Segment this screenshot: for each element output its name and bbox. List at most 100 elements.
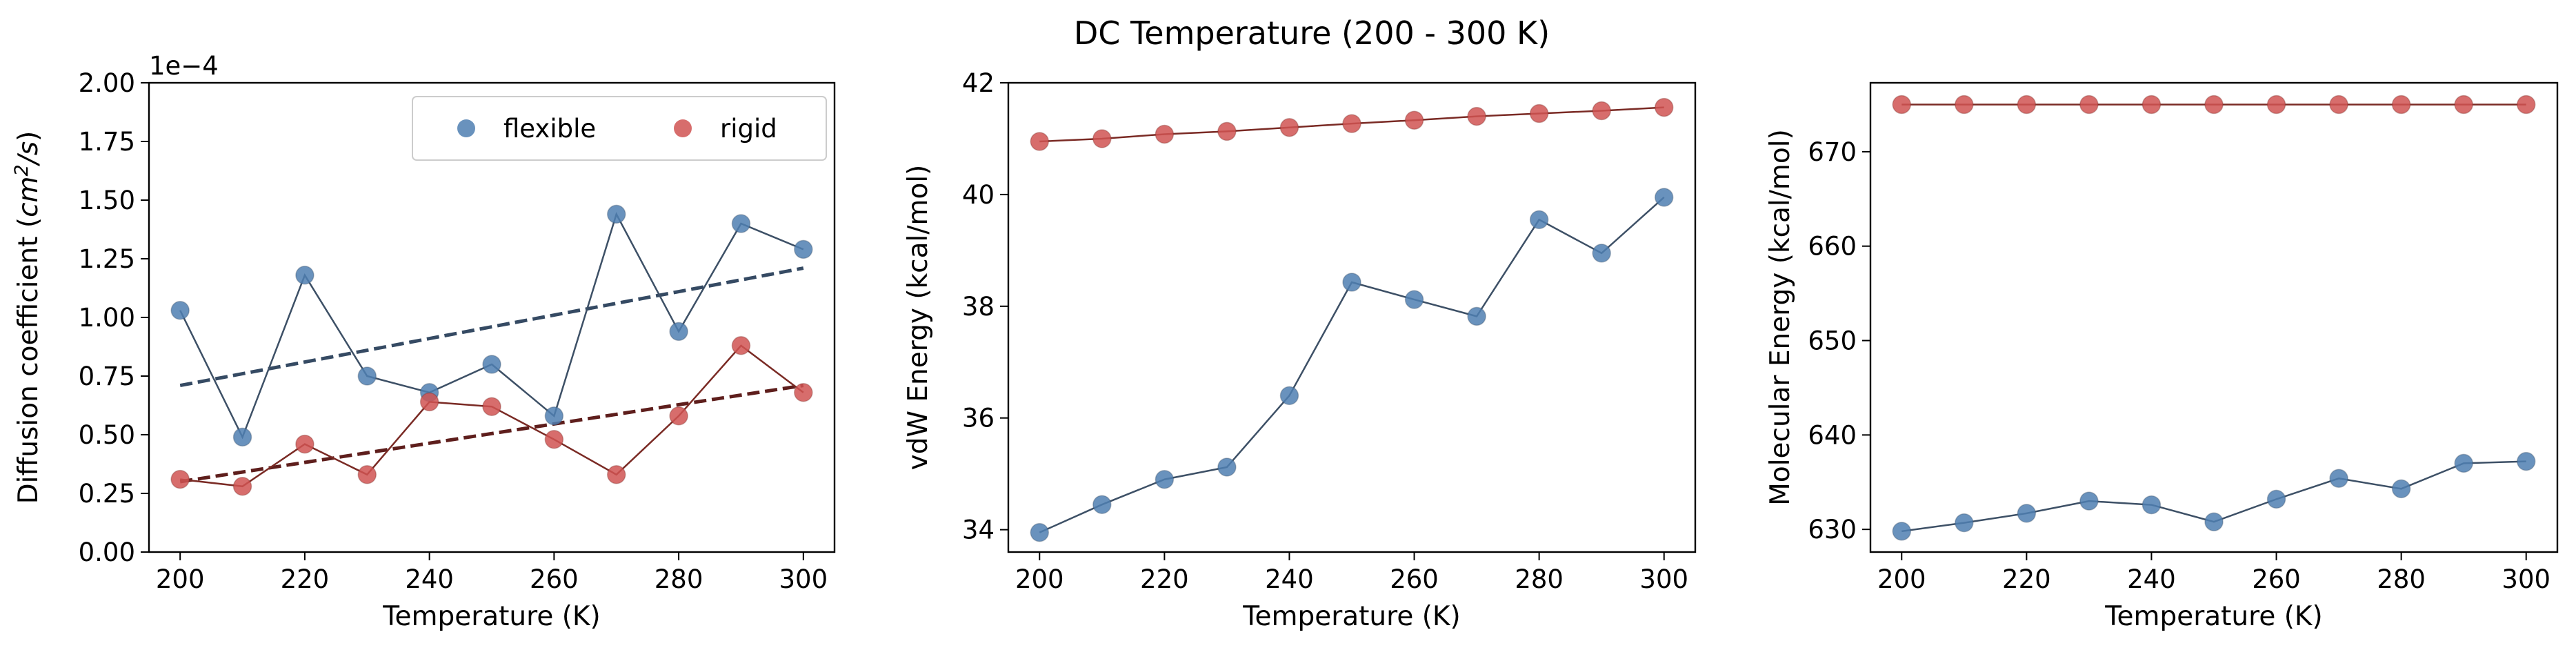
data-point xyxy=(2141,95,2161,115)
chart-panel-2: 200 220 240 260 280 300 34 36 38 40 42 Temperature … xyxy=(903,68,1697,632)
data-point xyxy=(170,301,190,320)
y-tick-label: 670 xyxy=(1808,137,1857,167)
data-point xyxy=(2017,95,2037,115)
data-point xyxy=(295,266,314,285)
legend-marker-flexible xyxy=(457,119,475,137)
figure-title: DC Temperature (200 - 300 K) xyxy=(1074,14,1550,52)
x-axis-label: Temperature (K) xyxy=(2104,601,2322,632)
data-point xyxy=(2141,495,2161,515)
data-point xyxy=(1342,273,1361,292)
y-tick-label: 0.00 xyxy=(79,538,135,567)
data-point xyxy=(1955,513,1974,533)
data-point xyxy=(1467,306,1486,326)
data-point xyxy=(669,406,688,426)
data-point xyxy=(1030,522,1050,542)
chart-panels: 200 220 240 260 280 300 0.00 0.25 0.50 0.75 1.00 1.… xyxy=(11,51,2559,632)
x-tick-label: 260 xyxy=(2252,564,2301,594)
trend-line-flexible xyxy=(179,266,804,388)
plot-frame xyxy=(1869,81,2559,553)
data-point xyxy=(482,355,501,374)
data-point xyxy=(357,465,377,484)
y-tick-label: 0.25 xyxy=(79,479,135,509)
x-tick-label: 260 xyxy=(530,564,579,594)
x-tick-label: 200 xyxy=(156,564,205,594)
x-tick-label: 300 xyxy=(779,564,828,594)
data-point xyxy=(606,465,626,484)
data-point xyxy=(1892,95,1912,115)
y-tick-label: 640 xyxy=(1808,420,1857,450)
data-point xyxy=(544,430,564,449)
data-point xyxy=(419,392,439,412)
data-point xyxy=(482,397,501,416)
y-tick-label: 650 xyxy=(1808,326,1857,356)
legend: flexible rigid xyxy=(412,96,827,161)
axis-offset-label: 1e−4 xyxy=(149,51,219,81)
data-point xyxy=(2329,469,2348,489)
x-tick-label: 240 xyxy=(405,564,454,594)
data-point xyxy=(794,383,813,402)
data-point xyxy=(232,427,252,447)
x-tick-label: 220 xyxy=(2002,564,2051,594)
data-point xyxy=(2454,95,2473,115)
data-point xyxy=(1592,101,1611,121)
data-point xyxy=(1467,106,1486,126)
x-tick-label: 240 xyxy=(2127,564,2176,594)
data-point xyxy=(606,204,626,224)
data-point xyxy=(1404,110,1424,130)
y-tick-label: 0.75 xyxy=(79,362,135,391)
data-point xyxy=(1529,210,1549,230)
data-point xyxy=(2391,95,2411,115)
data-point xyxy=(170,469,190,489)
data-point xyxy=(2516,451,2536,471)
y-tick-label: 1.00 xyxy=(79,303,135,333)
data-point xyxy=(2204,512,2224,531)
x-axis-label: Temperature (K) xyxy=(382,601,600,632)
x-tick-label: 220 xyxy=(281,564,330,594)
x-tick-label: 280 xyxy=(2377,564,2426,594)
data-point xyxy=(1892,522,1912,541)
data-point xyxy=(2454,453,2473,473)
y-tick-label: 2.00 xyxy=(79,68,135,98)
legend-marker-rigid xyxy=(674,119,692,137)
data-point xyxy=(1092,495,1112,514)
legend-frame xyxy=(412,96,827,161)
data-point xyxy=(2266,489,2286,509)
data-point xyxy=(1654,188,1674,207)
data-point xyxy=(1529,104,1549,124)
data-point xyxy=(1217,121,1237,141)
y-tick-label: 1.75 xyxy=(79,127,135,157)
y-axis-label: vdW Energy (kcal/mol) xyxy=(903,165,934,471)
data-point xyxy=(1654,97,1674,117)
data-point xyxy=(2391,479,2411,499)
data-point xyxy=(2329,95,2348,115)
x-tick-label: 200 xyxy=(1015,564,1064,594)
data-point xyxy=(731,214,751,233)
x-tick-label: 220 xyxy=(1140,564,1189,594)
series-line-series-1 xyxy=(1039,197,1665,533)
data-point xyxy=(232,477,252,496)
plot-frame xyxy=(1007,81,1697,553)
data-point xyxy=(544,406,564,426)
data-point xyxy=(2079,95,2099,115)
data-point xyxy=(2204,95,2224,115)
plot-frame xyxy=(148,81,836,553)
data-point xyxy=(357,366,377,386)
chart-panel-3: 200 220 240 260 280 300 630 640 650 660 670 Tempera… xyxy=(1765,81,2559,632)
x-axis-label: Temperature (K) xyxy=(1242,601,1460,632)
y-tick-label: 36 xyxy=(962,404,995,433)
y-tick-label: 1.50 xyxy=(79,186,135,215)
data-point xyxy=(1342,114,1361,133)
x-tick-label: 260 xyxy=(1390,564,1439,594)
data-point xyxy=(1155,470,1175,489)
data-point xyxy=(669,322,688,342)
y-axis-label: Molecular Energy (kcal/mol) xyxy=(1765,129,1796,506)
y-tick-label: 40 xyxy=(962,180,995,210)
data-point xyxy=(2266,95,2286,115)
data-point xyxy=(794,239,813,259)
chart-panel-1: 200 220 240 260 280 300 0.00 0.25 0.50 0.75 1.00 1.… xyxy=(11,51,836,632)
x-tick-label: 280 xyxy=(1515,564,1564,594)
legend-label-rigid: rigid xyxy=(720,114,777,144)
x-tick-label: 200 xyxy=(1877,564,1926,594)
data-point xyxy=(1404,290,1424,309)
